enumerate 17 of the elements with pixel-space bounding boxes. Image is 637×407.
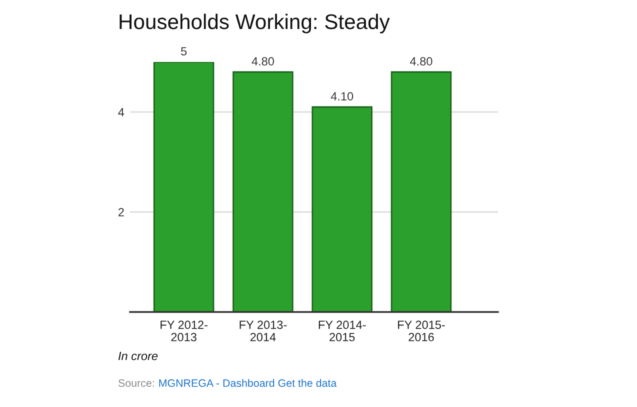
- data-label: 4.10: [330, 92, 354, 100]
- x-tick-label: FY 2014-2015: [318, 320, 366, 342]
- data-label: 4.80: [410, 57, 432, 66]
- x-tick-label: FY 2015-2016: [398, 320, 445, 342]
- bar: [153, 62, 214, 312]
- data-label: 4.80: [252, 57, 274, 66]
- text: In crore: [118, 352, 158, 360]
- source-note: Source: MGNREGA - Dashboard Get the data: [118, 379, 337, 387]
- x-tick-label: FY 2012-2013: [160, 320, 208, 342]
- x-tick-label: FY 2013-2014: [240, 320, 287, 342]
- bar: [312, 106, 372, 312]
- y-tick-label: 4: [118, 108, 124, 116]
- bar: [232, 71, 294, 312]
- chart-title: Households Working: Steady: [120, 14, 390, 34]
- data-label: 5: [181, 47, 187, 56]
- bar: [390, 71, 452, 312]
- y-tick-label: 2: [118, 208, 124, 216]
